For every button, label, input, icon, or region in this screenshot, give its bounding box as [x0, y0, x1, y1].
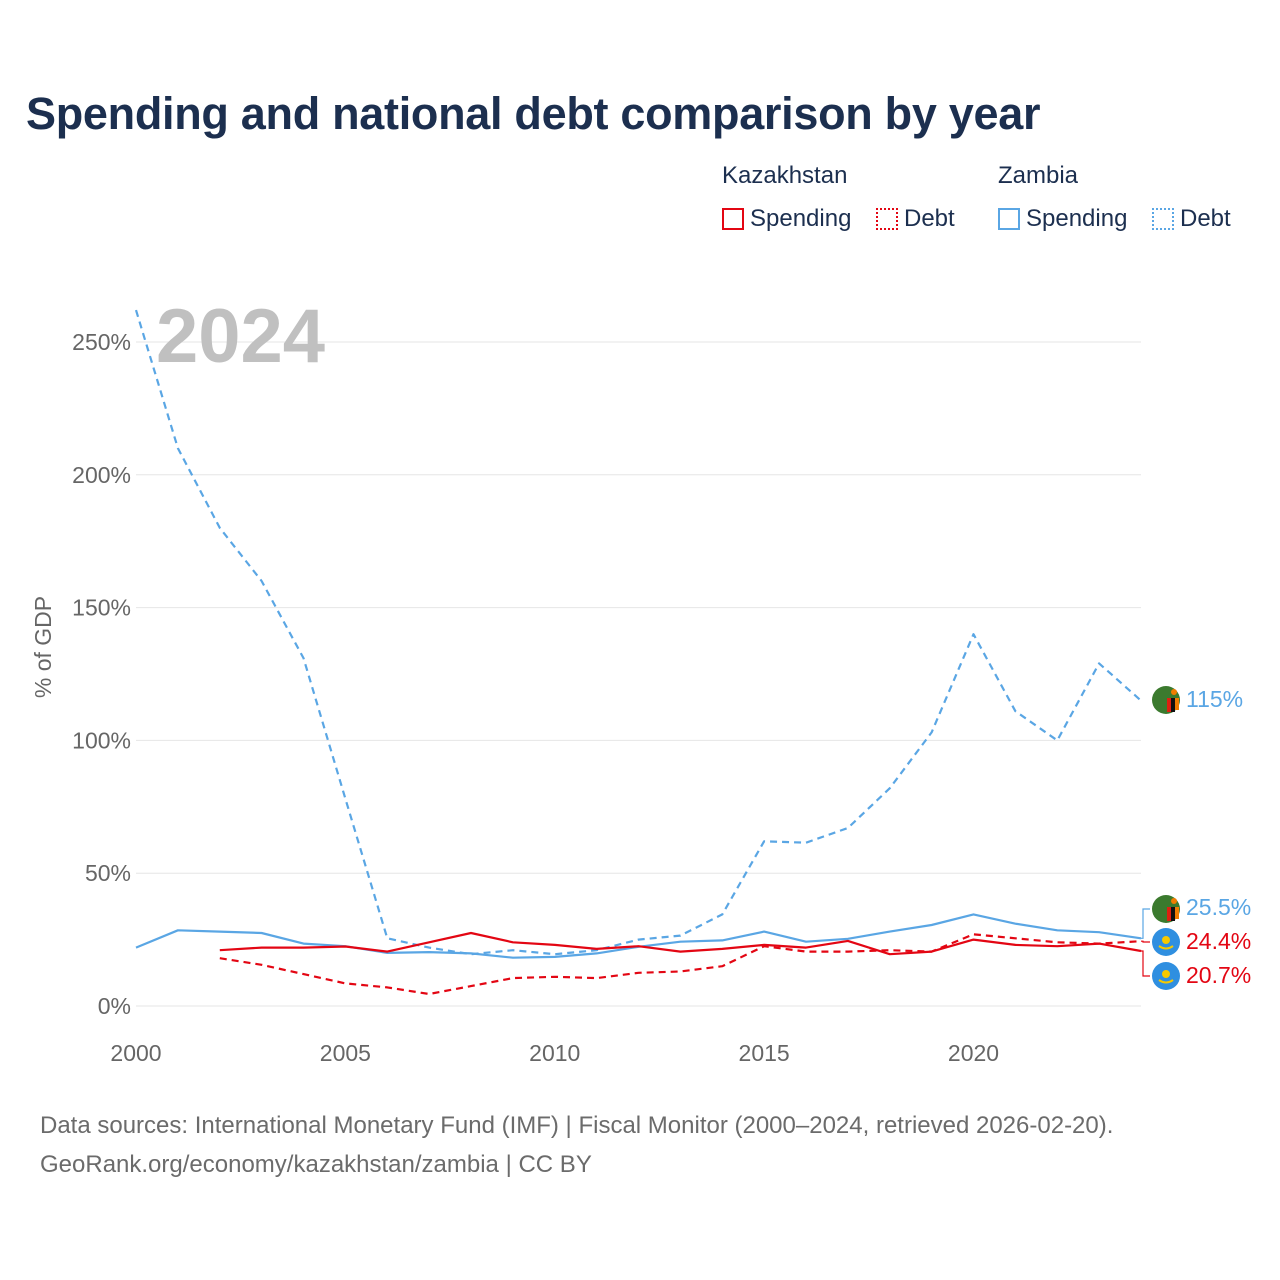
end-labels: 115% 25.5% 24.4% 20.7%	[1141, 686, 1251, 990]
legend-country-label: Kazakhstan	[722, 162, 848, 189]
page-title: Spending and national debt comparison by…	[26, 88, 1041, 139]
legend-item-label: Debt	[1180, 205, 1231, 232]
end-label-connector	[1141, 940, 1150, 943]
legend-swatch-dotted	[876, 208, 898, 230]
series-lines	[134, 309, 1142, 996]
legend-item-zambia-spending[interactable]: Spending	[998, 205, 1127, 233]
end-label-connector	[1141, 908, 1150, 939]
legend-item-label: Debt	[904, 205, 955, 232]
y-tick-label: 100%	[72, 727, 131, 753]
legend-item-label: Spending	[1026, 205, 1128, 232]
legend-item-label: Spending	[750, 205, 852, 232]
y-tick-label: 250%	[72, 329, 131, 355]
x-tick-label: 2005	[320, 1040, 371, 1066]
end-label-connector	[1141, 950, 1150, 977]
chart: 0%50%100%150%200%250% 2000 2005 2010 2015 20…	[30, 294, 1251, 1066]
x-tick-label: 2020	[948, 1040, 999, 1066]
y-tick-label: 200%	[72, 462, 131, 488]
legend-swatch-solid	[722, 208, 744, 230]
end-value-label: 115%	[1186, 686, 1243, 712]
kazakhstan-flag-icon	[1152, 928, 1180, 956]
legend-swatch-solid	[998, 208, 1020, 230]
legend-kazakhstan: Kazakhstan Spending Debt	[722, 162, 982, 242]
legend-swatch-dotted	[1152, 208, 1174, 230]
series-line-kazakhstan-debt[interactable]	[219, 933, 1142, 996]
y-tick-label: 150%	[72, 595, 131, 621]
end-value-label: 20.7%	[1186, 962, 1251, 988]
y-axis-ticks: 0% 50% 100% 150% 200% 250%	[72, 329, 131, 1019]
gridlines	[136, 341, 1141, 1007]
y-tick-label: 0%	[98, 993, 131, 1019]
x-tick-label: 2000	[110, 1040, 161, 1066]
legend-item-zambia-debt[interactable]: Debt	[1152, 205, 1231, 233]
end-value-label: 25.5%	[1186, 894, 1251, 920]
y-tick-label: 50%	[85, 860, 131, 886]
series-line-zambia-debt[interactable]	[134, 309, 1142, 956]
x-tick-label: 2015	[739, 1040, 790, 1066]
kazakhstan-flag-icon	[1152, 962, 1180, 990]
y-axis-label: % of GDP	[30, 596, 56, 698]
zambia-flag-icon	[1152, 686, 1180, 714]
legend-country-label: Zambia	[998, 162, 1079, 189]
x-axis-ticks: 2000 2005 2010 2015 2020	[110, 1040, 999, 1066]
footer-sources: Data sources: International Monetary Fun…	[40, 1112, 1114, 1139]
legend-zambia: Zambia Spending Debt	[998, 162, 1258, 242]
zambia-flag-icon	[1152, 895, 1180, 923]
x-tick-label: 2010	[529, 1040, 580, 1066]
year-watermark: 2024	[156, 294, 325, 379]
series-line-kazakhstan-spending[interactable]	[219, 931, 1142, 956]
footer-link[interactable]: GeoRank.org/economy/kazakhstan/zambia | …	[40, 1151, 592, 1178]
end-value-label: 24.4%	[1186, 928, 1251, 954]
legend-item-kazakhstan-debt[interactable]: Debt	[876, 205, 955, 233]
legend-item-kazakhstan-spending[interactable]: Spending	[722, 205, 851, 233]
footer: Data sources: International Monetary Fun…	[40, 1106, 1113, 1184]
